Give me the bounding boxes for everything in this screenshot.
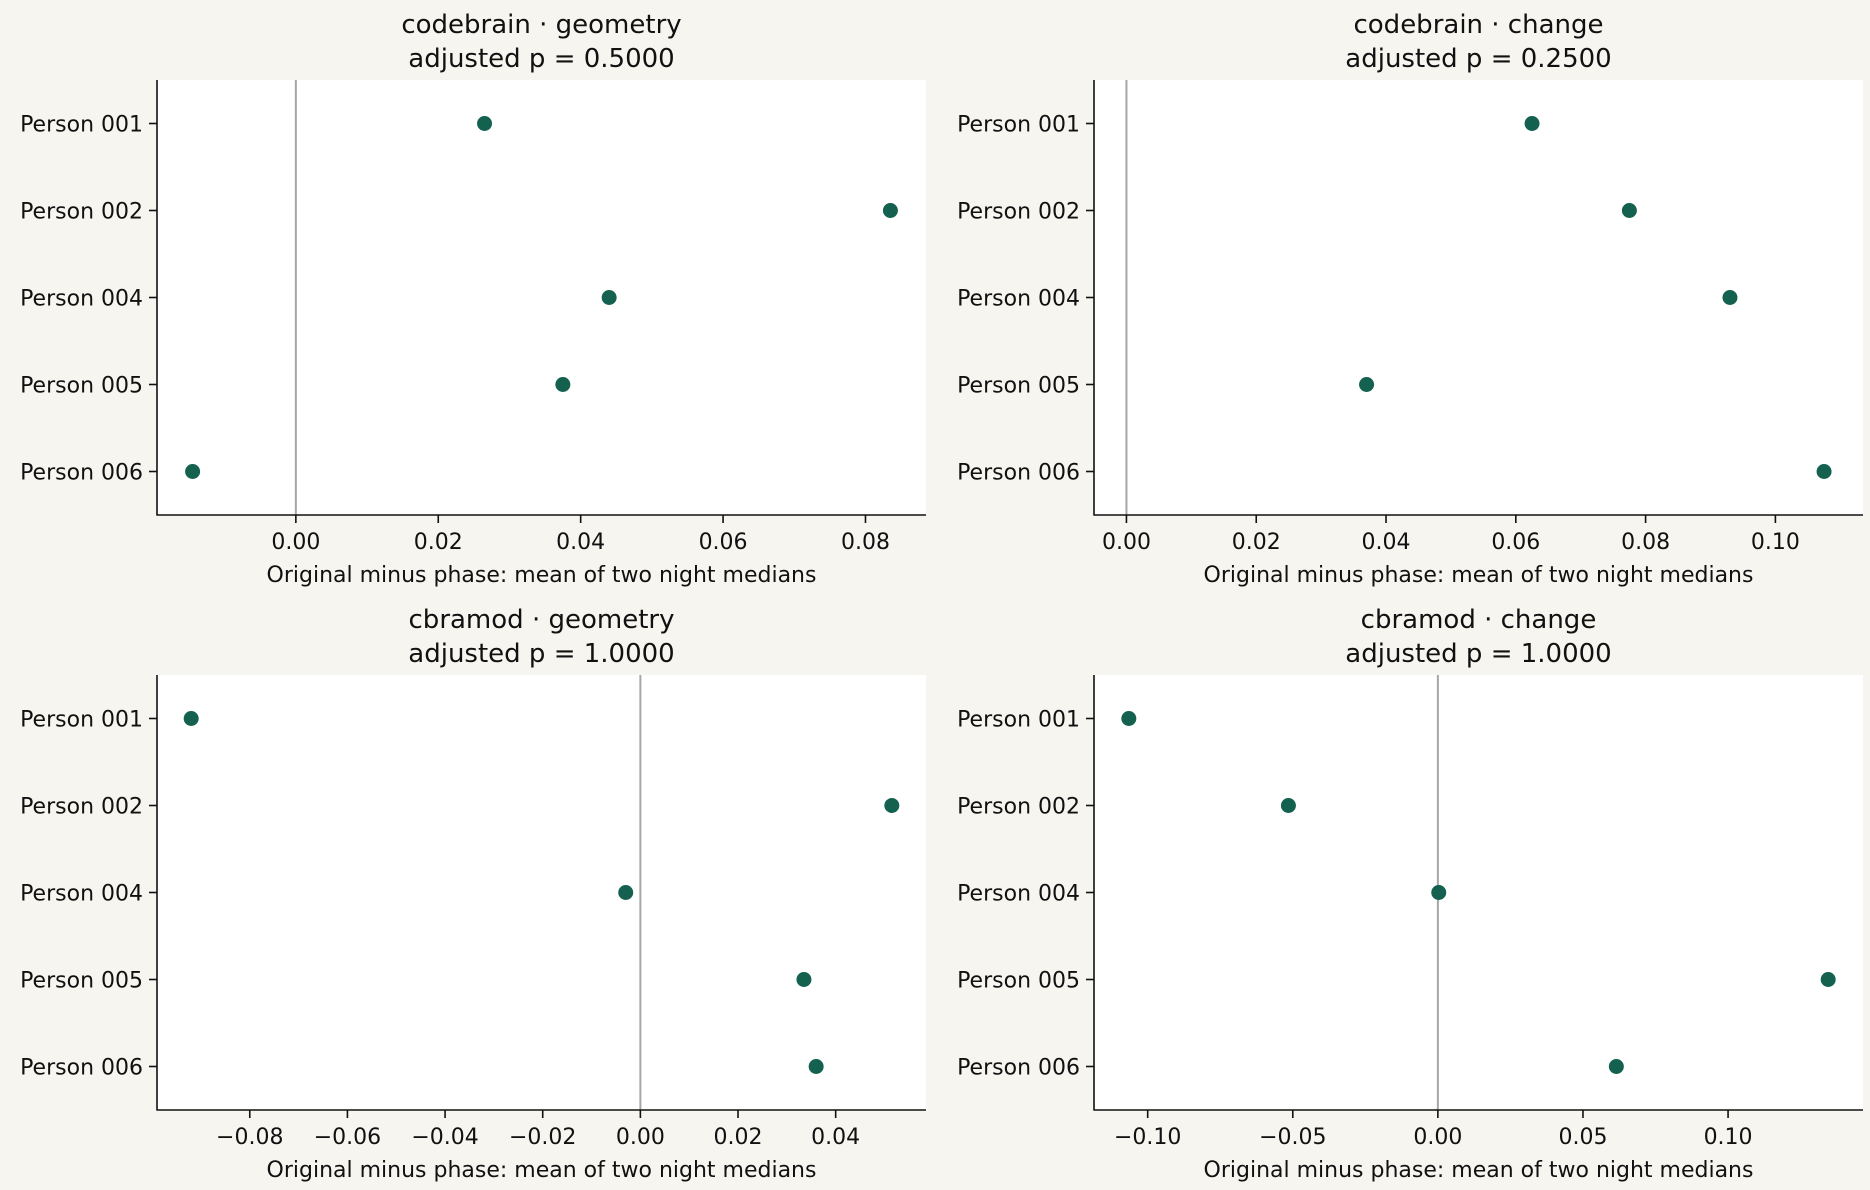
x-tick-label: 0.02 xyxy=(1232,530,1281,555)
data-point xyxy=(1816,464,1832,479)
y-tick-label: Person 002 xyxy=(20,795,143,820)
x-axis-label: Original minus phase: mean of two night … xyxy=(267,563,817,588)
data-point xyxy=(555,377,571,392)
plot-area xyxy=(1094,675,1863,1110)
y-tick-label: Person 001 xyxy=(20,708,143,733)
x-tick-label: −0.05 xyxy=(1259,1125,1326,1150)
y-tick-label: Person 005 xyxy=(957,969,1080,994)
x-tick-label: −0.08 xyxy=(216,1125,283,1150)
y-tick-label: Person 004 xyxy=(20,882,143,907)
x-axis-label: Original minus phase: mean of two night … xyxy=(1204,1158,1754,1183)
y-tick-label: Person 005 xyxy=(20,374,143,399)
data-point xyxy=(1280,798,1296,813)
data-point xyxy=(1621,203,1637,218)
data-point xyxy=(1121,711,1137,726)
data-point xyxy=(185,464,201,479)
data-point xyxy=(796,972,812,987)
y-tick-label: Person 001 xyxy=(20,113,143,138)
y-tick-label: Person 004 xyxy=(20,287,143,312)
data-point xyxy=(882,203,898,218)
x-tick-label: 0.00 xyxy=(1102,530,1151,555)
plot-area xyxy=(157,80,926,515)
chart-title: codebrain · geometry xyxy=(401,10,681,40)
y-tick-label: Person 005 xyxy=(957,374,1080,399)
chart-panel-1: codebrain · geometry adjusted p = 0.5000 0… xyxy=(20,10,926,588)
x-tick-label: 0.00 xyxy=(616,1125,665,1150)
data-point xyxy=(183,711,199,726)
chart-title: cbramod · geometry xyxy=(409,605,675,635)
data-point xyxy=(601,290,617,305)
y-tick-label: Person 006 xyxy=(957,1056,1080,1081)
chart-subtitle: adjusted p = 1.0000 xyxy=(1345,639,1611,669)
x-tick-label: 0.10 xyxy=(1704,1125,1753,1150)
x-axis-label: Original minus phase: mean of two night … xyxy=(267,1158,817,1183)
x-tick-label: 0.00 xyxy=(1413,1125,1462,1150)
y-tick-label: Person 002 xyxy=(957,200,1080,225)
data-point xyxy=(884,798,900,813)
chart-title: codebrain · change xyxy=(1353,10,1603,40)
y-tick-label: Person 006 xyxy=(20,1056,143,1081)
chart-panel-3: cbramod · geometry adjusted p = 1.0000 −0.… xyxy=(20,605,926,1183)
x-tick-label: 0.06 xyxy=(1491,530,1540,555)
data-point xyxy=(1722,290,1738,305)
data-point xyxy=(1820,972,1836,987)
x-tick-label: 0.04 xyxy=(556,530,605,555)
x-tick-label: 0.04 xyxy=(1362,530,1411,555)
x-tick-label: −0.04 xyxy=(411,1125,478,1150)
y-tick-label: Person 006 xyxy=(957,461,1080,486)
chart-subtitle: adjusted p = 0.5000 xyxy=(408,44,674,74)
chart-subtitle: adjusted p = 1.0000 xyxy=(408,639,674,669)
plot-area xyxy=(1094,80,1863,515)
data-point xyxy=(618,885,634,900)
y-tick-label: Person 002 xyxy=(20,200,143,225)
x-tick-label: 0.08 xyxy=(841,530,890,555)
x-tick-label: 0.10 xyxy=(1751,530,1800,555)
x-tick-label: 0.06 xyxy=(699,530,748,555)
y-tick-label: Person 001 xyxy=(957,708,1080,733)
x-tick-label: −0.10 xyxy=(1114,1125,1181,1150)
x-tick-label: 0.04 xyxy=(811,1125,860,1150)
x-tick-label: 0.02 xyxy=(414,530,463,555)
chart-title: cbramod · change xyxy=(1361,605,1597,635)
data-point xyxy=(1359,377,1375,392)
x-tick-label: 0.05 xyxy=(1558,1125,1607,1150)
y-tick-label: Person 004 xyxy=(957,882,1080,907)
y-tick-label: Person 005 xyxy=(20,969,143,994)
data-point xyxy=(808,1059,824,1074)
data-point xyxy=(477,116,493,131)
chart-subtitle: adjusted p = 0.2500 xyxy=(1345,44,1611,74)
chart-panel-4: cbramod · change adjusted p = 1.0000 −0.10… xyxy=(957,605,1863,1183)
x-tick-label: 0.08 xyxy=(1621,530,1670,555)
x-tick-label: 0.00 xyxy=(271,530,320,555)
data-point xyxy=(1608,1059,1624,1074)
data-point xyxy=(1431,885,1447,900)
y-tick-label: Person 002 xyxy=(957,795,1080,820)
chart-panel-2: codebrain · change adjusted p = 0.2500 0.0… xyxy=(957,10,1863,588)
x-tick-label: −0.06 xyxy=(314,1125,381,1150)
x-axis-label: Original minus phase: mean of two night … xyxy=(1204,563,1754,588)
x-tick-label: 0.02 xyxy=(714,1125,763,1150)
y-tick-label: Person 006 xyxy=(20,461,143,486)
y-tick-label: Person 004 xyxy=(957,287,1080,312)
plot-area xyxy=(157,675,926,1110)
data-point xyxy=(1524,116,1540,131)
y-tick-label: Person 001 xyxy=(957,113,1080,138)
x-tick-label: −0.02 xyxy=(509,1125,576,1150)
